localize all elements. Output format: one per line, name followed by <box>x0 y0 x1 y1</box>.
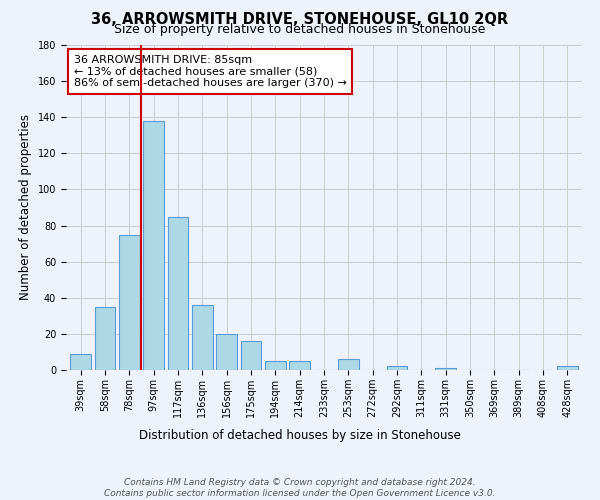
Bar <box>143 121 164 370</box>
Bar <box>70 354 91 370</box>
Text: Size of property relative to detached houses in Stonehouse: Size of property relative to detached ho… <box>115 22 485 36</box>
Bar <box>386 366 407 370</box>
Bar <box>289 361 310 370</box>
Text: Distribution of detached houses by size in Stonehouse: Distribution of detached houses by size … <box>139 430 461 442</box>
Text: Contains HM Land Registry data © Crown copyright and database right 2024.
Contai: Contains HM Land Registry data © Crown c… <box>104 478 496 498</box>
Bar <box>436 368 456 370</box>
Bar <box>557 366 578 370</box>
Bar <box>241 341 262 370</box>
Y-axis label: Number of detached properties: Number of detached properties <box>19 114 32 300</box>
Bar <box>216 334 237 370</box>
Text: 36 ARROWSMITH DRIVE: 85sqm
← 13% of detached houses are smaller (58)
86% of semi: 36 ARROWSMITH DRIVE: 85sqm ← 13% of deta… <box>74 54 347 88</box>
Bar <box>192 305 212 370</box>
Bar <box>338 359 359 370</box>
Text: 36, ARROWSMITH DRIVE, STONEHOUSE, GL10 2QR: 36, ARROWSMITH DRIVE, STONEHOUSE, GL10 2… <box>91 12 509 28</box>
Bar <box>119 234 140 370</box>
Bar <box>167 216 188 370</box>
Bar <box>265 361 286 370</box>
Bar <box>95 307 115 370</box>
